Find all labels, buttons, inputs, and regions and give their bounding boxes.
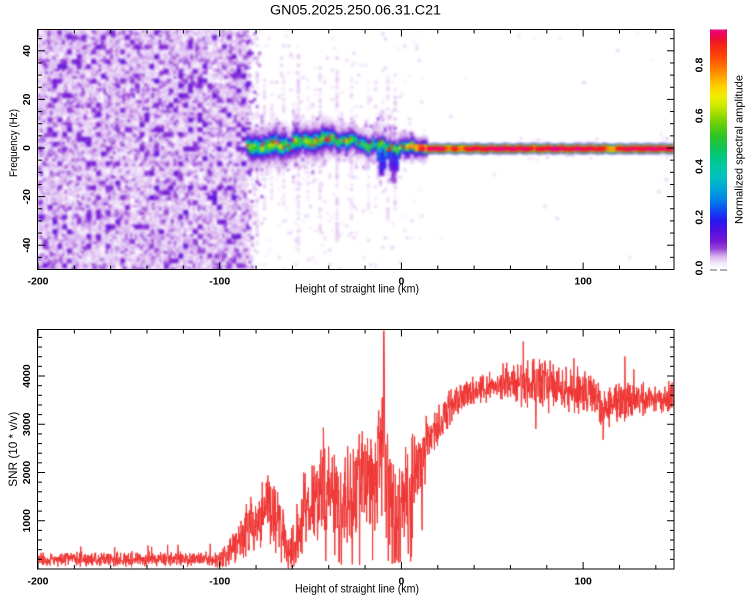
svg-text:-100: -100 (209, 575, 230, 587)
svg-text:3000: 3000 (21, 412, 33, 436)
svg-text:-20: -20 (21, 189, 33, 204)
svg-text:0: 0 (21, 145, 33, 151)
svg-text:0.4: 0.4 (694, 159, 706, 174)
svg-text:Height of straight line (km): Height of straight line (km) (295, 583, 419, 596)
svg-text:2000: 2000 (21, 461, 33, 485)
svg-text:-40: -40 (21, 237, 33, 252)
svg-text:100: 100 (574, 275, 592, 287)
svg-text:GN05.2025.250.06.31.C21: GN05.2025.250.06.31.C21 (270, 3, 441, 19)
svg-text:0.2: 0.2 (694, 210, 706, 225)
svg-text:4000: 4000 (21, 364, 33, 388)
svg-text:0: 0 (399, 275, 405, 287)
svg-text:0.0: 0.0 (694, 261, 706, 276)
svg-text:-200: -200 (27, 575, 48, 587)
svg-text:1000: 1000 (21, 509, 33, 533)
svg-text:40: 40 (21, 45, 33, 57)
svg-text:0.8: 0.8 (694, 58, 706, 73)
svg-text:Frequency (Hz): Frequency (Hz) (8, 109, 20, 177)
svg-text:SNR (10 * v/v): SNR (10 * v/v) (6, 412, 20, 487)
svg-text:100: 100 (574, 575, 592, 587)
svg-text:-100: -100 (209, 275, 230, 287)
svg-text:0.6: 0.6 (694, 108, 706, 123)
svg-text:Height of straight line (km): Height of straight line (km) (295, 283, 419, 296)
svg-text:-200: -200 (27, 275, 48, 287)
svg-text:Normalized spectral amplitude: Normalized spectral amplitude (734, 75, 746, 224)
svg-text:0: 0 (399, 575, 405, 587)
svg-text:20: 20 (21, 93, 33, 105)
